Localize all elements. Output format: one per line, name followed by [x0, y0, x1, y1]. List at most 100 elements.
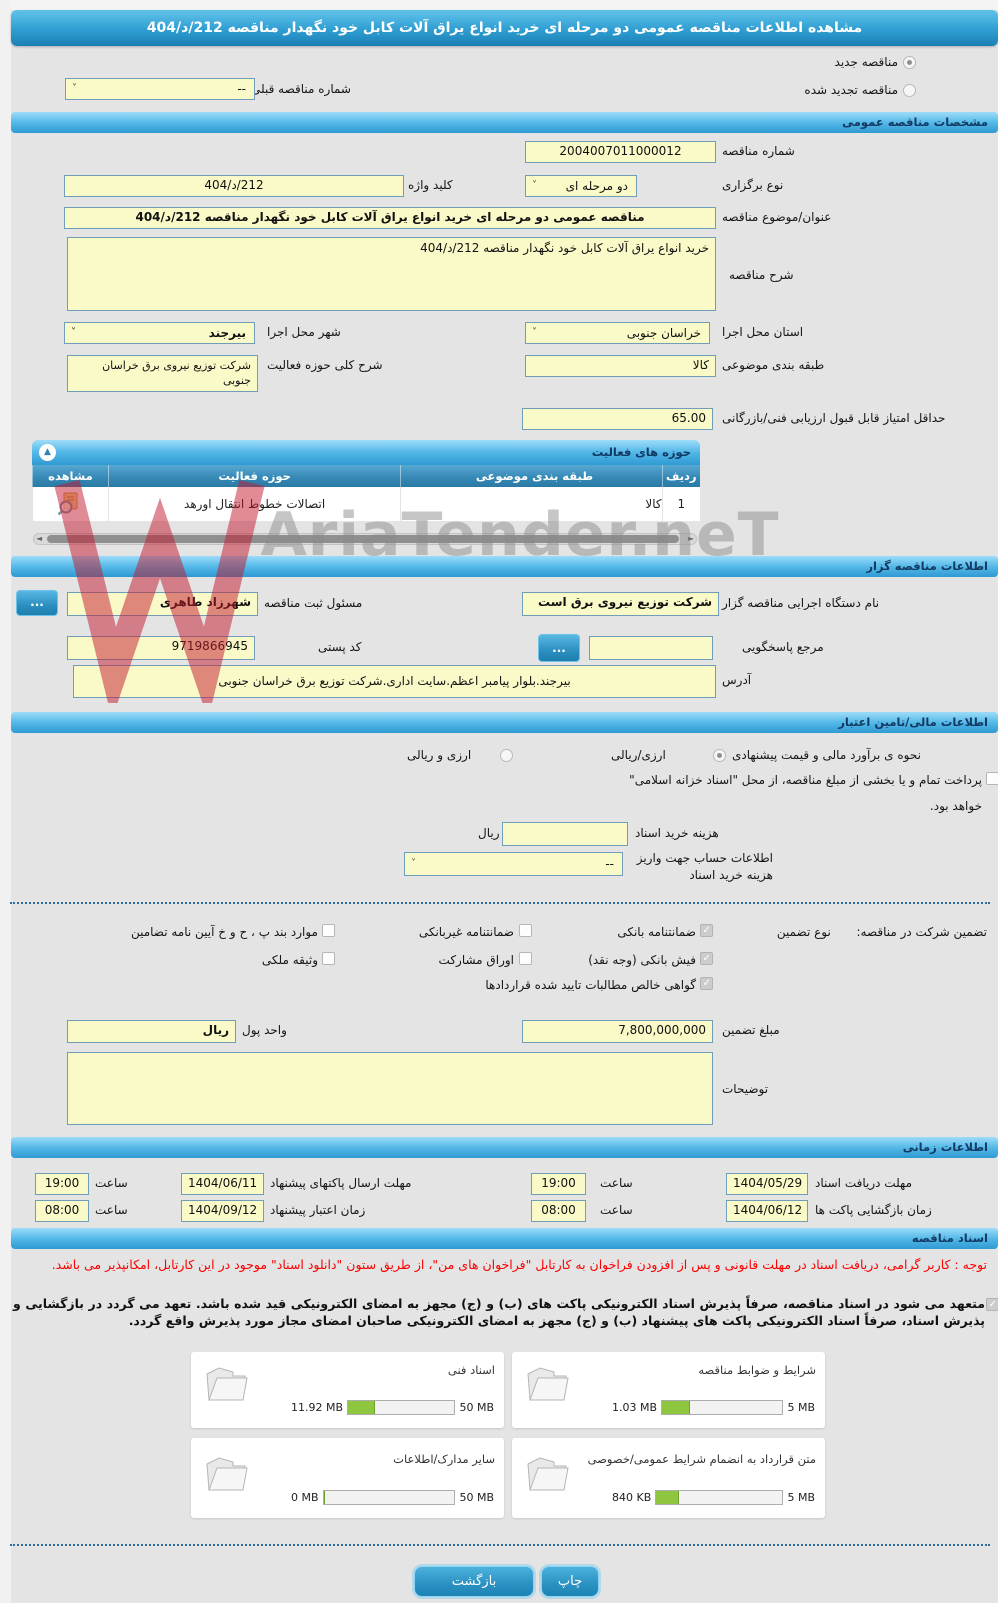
- registrar-more-button[interactable]: ...: [16, 590, 58, 616]
- checkbox-participation-bonds[interactable]: [519, 952, 532, 965]
- account-select[interactable]: -- ˅: [404, 852, 623, 876]
- divider: [10, 902, 990, 904]
- reference-input[interactable]: [589, 636, 713, 660]
- upload-progress: 840 KB 5 MB: [612, 1490, 815, 1505]
- estimate-method-label: نحوه ی برآورد مالی و قیمت پیشنهادی: [732, 748, 921, 762]
- checkbox-bank-guarantee-label: ضمانتنامه بانکی: [617, 925, 696, 939]
- activity-panel: حوزه های فعالیت ▲ ردیف طبقه بندی موضوعی …: [32, 440, 700, 544]
- keyword-input[interactable]: 212/د/404: [64, 175, 404, 197]
- file-card-terms[interactable]: شرایط و ضوابط مناقصه 1.03 MB 5 MB: [512, 1352, 825, 1428]
- radio-new-tender[interactable]: [903, 56, 916, 69]
- doc-fee-unit: ریال: [478, 826, 500, 840]
- notes-textarea[interactable]: [67, 1052, 713, 1125]
- prev-tender-number-select[interactable]: -- ˅: [65, 78, 255, 100]
- bid-validity-time[interactable]: 08:00: [35, 1200, 89, 1222]
- file-card-contract[interactable]: متن قرارداد به انضمام شرایط عمومی/خصوصی …: [512, 1438, 825, 1518]
- subject-input[interactable]: مناقصه عمومی دو مرحله ای خرید انواع یراق…: [64, 207, 716, 229]
- print-button[interactable]: چاپ: [541, 1566, 599, 1597]
- radio-renewed-tender[interactable]: [903, 84, 916, 97]
- scroll-right-arrow[interactable]: ►: [687, 534, 694, 543]
- radio-currency-and-rial-label: ارزی و ریالی: [407, 748, 472, 762]
- bid-validity-date[interactable]: 1404/09/12: [181, 1200, 264, 1222]
- reference-label: مرجع پاسخگویی: [742, 640, 824, 654]
- registrar-input[interactable]: شهرزاد طاهری: [67, 592, 258, 616]
- progress-bar: [661, 1400, 784, 1415]
- radio-currency-rial[interactable]: [713, 749, 726, 762]
- description-label: شرح مناقصه: [729, 268, 794, 282]
- col-activity-field: حوزه فعالیت: [107, 465, 401, 487]
- chevron-down-icon: ˅: [532, 180, 537, 191]
- commitment-text: متعهد می شود در اسناد مناقصه، صرفاً پذیر…: [13, 1296, 985, 1328]
- checkbox-property-collateral[interactable]: [322, 952, 335, 965]
- agency-name-input[interactable]: شرکت توزیع نیروی برق است: [522, 592, 719, 616]
- horizontal-scrollbar[interactable]: ► ◄: [33, 533, 697, 545]
- address-input[interactable]: بیرجند.بلوار پیامبر اعظم.سایت اداری.شرکت…: [73, 665, 716, 698]
- section-finance: اطلاعات مالی/تامین اعتبار: [11, 712, 998, 733]
- checkbox-bylaw-items[interactable]: [322, 924, 335, 937]
- currency-label: واحد پول: [242, 1023, 287, 1037]
- file-card-technical[interactable]: اسناد فنی 11.92 MB 50 MB: [191, 1352, 504, 1428]
- packet-send-deadline-time[interactable]: 19:00: [35, 1173, 89, 1195]
- view-icon[interactable]: [32, 487, 108, 521]
- description-textarea[interactable]: خرید انواع یراق آلات کابل خود نگهدار منا…: [67, 237, 716, 311]
- treasury-checkbox[interactable]: [986, 772, 998, 785]
- postal-code-input[interactable]: 9719866945: [67, 636, 255, 660]
- packet-open-time-time[interactable]: 08:00: [531, 1200, 586, 1222]
- doc-receive-deadline-time[interactable]: 19:00: [531, 1173, 586, 1195]
- used-size: 0 MB: [291, 1491, 319, 1504]
- packet-open-time-date[interactable]: 1404/06/12: [726, 1200, 808, 1222]
- scroll-left-arrow[interactable]: ◄: [36, 534, 43, 543]
- activity-scope-box[interactable]: شرکت توزیع نیروی برق خراسان جنوبی: [67, 355, 258, 392]
- hold-type-select[interactable]: دو مرحله ای ˅: [525, 175, 637, 197]
- cell-row-number: 1: [661, 487, 700, 521]
- reference-more-button[interactable]: ...: [538, 634, 580, 662]
- commitment-checkbox[interactable]: [986, 1298, 998, 1311]
- upload-progress: 0 MB 50 MB: [291, 1490, 494, 1505]
- registrar-label: مسئول ثبت مناقصه: [264, 596, 363, 610]
- collapse-icon[interactable]: ▲: [39, 444, 56, 461]
- province-label: استان محل اجرا: [722, 325, 804, 339]
- checkbox-net-claims[interactable]: [700, 977, 713, 990]
- file-card-label: شرایط و ضوابط مناقصه: [698, 1363, 816, 1377]
- page-title: مشاهده اطلاعات مناقصه عمومی دو مرحله ای …: [11, 10, 998, 46]
- max-size: 5 MB: [787, 1401, 815, 1414]
- chevron-down-icon: ˅: [532, 327, 537, 338]
- category-label: طبقه بندی موضوعی: [722, 358, 825, 372]
- top-strip: [0, 0, 998, 10]
- guarantee-amount-input[interactable]: 7,800,000,000: [522, 1020, 713, 1043]
- max-size: 5 MB: [787, 1491, 815, 1504]
- scrollbar-thumb[interactable]: [47, 535, 679, 543]
- city-select[interactable]: بیرجند ˅: [64, 322, 255, 344]
- address-label: آدرس: [722, 673, 752, 687]
- folder-icon: [524, 1454, 570, 1498]
- file-card-other[interactable]: سایر مدارک/اطلاعات 0 MB 50 MB: [191, 1438, 504, 1518]
- prev-tender-number-label: شماره مناقصه قبلی: [251, 82, 351, 96]
- tender-number-input[interactable]: 2004007011000012: [525, 141, 716, 163]
- max-size: 50 MB: [459, 1491, 494, 1504]
- hour-label: ساعت: [95, 1176, 128, 1190]
- checkbox-bank-guarantee[interactable]: [700, 924, 713, 937]
- category-input[interactable]: کالا: [525, 355, 716, 377]
- download-notice: توجه : کاربر گرامی، دریافت اسناد در مهلت…: [51, 1257, 987, 1272]
- left-strip: [0, 0, 11, 1603]
- doc-receive-deadline-date[interactable]: 1404/05/29: [726, 1173, 808, 1195]
- radio-currency-and-rial[interactable]: [500, 749, 513, 762]
- checkbox-bank-receipt[interactable]: [700, 952, 713, 965]
- min-score-input[interactable]: 65.00: [522, 408, 713, 430]
- bid-validity-label: زمان اعتبار پیشنهاد: [270, 1203, 366, 1217]
- col-category: طبقه بندی موضوعی: [400, 465, 661, 487]
- packet-send-deadline-date[interactable]: 1404/06/11: [181, 1173, 264, 1195]
- used-size: 840 KB: [612, 1491, 652, 1504]
- currency-input[interactable]: ریال: [67, 1020, 236, 1043]
- divider: [10, 1544, 990, 1546]
- doc-fee-label: هزینه خرید اسناد: [635, 826, 719, 840]
- upload-progress: 11.92 MB 50 MB: [291, 1400, 494, 1415]
- doc-fee-input[interactable]: [502, 822, 628, 846]
- hour-label: ساعت: [600, 1176, 633, 1190]
- file-card-label: متن قرارداد به انضمام شرایط عمومی/خصوصی: [587, 1452, 816, 1466]
- back-button[interactable]: بازگشت: [414, 1566, 534, 1597]
- province-select[interactable]: خراسان جنوبی ˅: [525, 322, 710, 344]
- checkbox-nonbank-guarantee[interactable]: [519, 924, 532, 937]
- progress-bar: [322, 1490, 456, 1505]
